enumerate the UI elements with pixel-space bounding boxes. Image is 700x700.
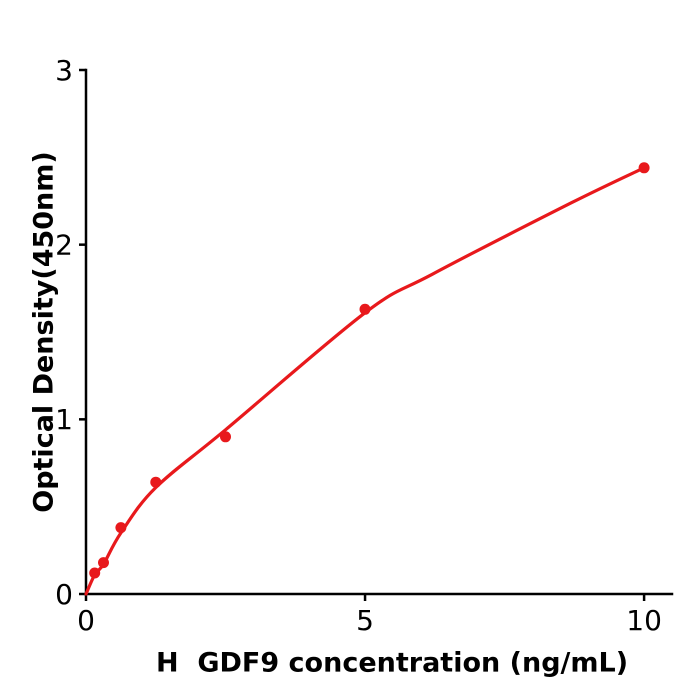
x-tick-label: 0	[77, 604, 95, 637]
y-tick-label: 3	[55, 54, 73, 87]
data-point	[150, 476, 162, 488]
data-point	[220, 431, 231, 443]
x-tick-label: 10	[626, 604, 662, 637]
data-point	[98, 557, 109, 569]
data-point	[115, 522, 127, 534]
y-axis-title: Optical Density(450nm)	[28, 151, 60, 513]
axes-spines	[84, 68, 674, 596]
y-tick-label: 2	[55, 228, 73, 261]
data-point	[89, 567, 101, 579]
data-point	[359, 303, 371, 315]
x-axis-title: H GDF9 concentration (ng/mL)	[155, 647, 629, 679]
data-point	[638, 162, 650, 174]
y-tick-label: 1	[55, 403, 73, 436]
x-tick-label: 5	[356, 604, 374, 637]
fit-curve-line	[84, 166, 646, 596]
y-tick-label: 0	[55, 578, 73, 611]
